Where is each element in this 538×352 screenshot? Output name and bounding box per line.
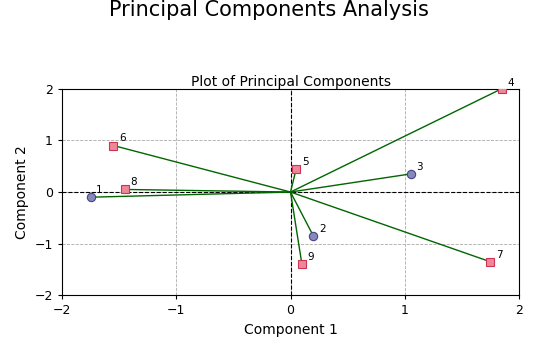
Title: Plot of Principal Components: Plot of Principal Components [190,75,391,89]
Text: 1: 1 [96,185,103,195]
Text: 5: 5 [302,157,309,167]
Text: 4: 4 [508,77,514,88]
Text: 9: 9 [308,252,314,262]
Text: Principal Components Analysis: Principal Components Analysis [109,0,429,20]
Text: 7: 7 [496,250,503,260]
Text: 8: 8 [131,177,137,187]
X-axis label: Component 1: Component 1 [244,323,337,337]
Text: 3: 3 [416,162,423,172]
Text: 2: 2 [319,224,325,234]
Text: 6: 6 [119,133,126,143]
Y-axis label: Component 2: Component 2 [15,145,29,239]
